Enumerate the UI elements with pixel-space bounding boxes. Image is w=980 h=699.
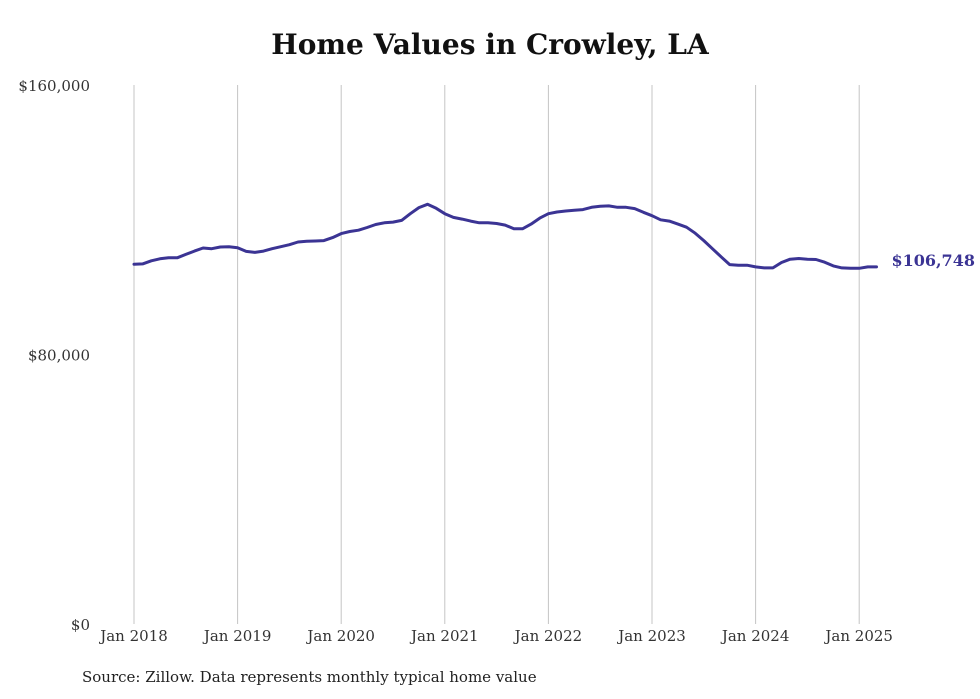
end-value-label: $106,748	[891, 251, 975, 270]
x-tick-label: Jan 2019	[202, 627, 272, 645]
y-axis-ticks: $0 $80,000 $160,000	[18, 77, 90, 634]
y-tick-label: $160,000	[18, 77, 90, 95]
x-tick-label: Jan 2022	[513, 627, 583, 645]
x-tick-label: Jan 2021	[409, 627, 479, 645]
x-tick-label: Jan 2020	[305, 627, 375, 645]
y-tick-label: $0	[71, 616, 90, 634]
y-tick-label: $80,000	[28, 347, 90, 365]
x-tick-label: Jan 2024	[720, 627, 790, 645]
series-line	[132, 202, 878, 270]
chart-title: Home Values in Crowley, LA	[271, 28, 709, 61]
x-axis-ticks: Jan 2018 Jan 2019 Jan 2020 Jan 2021 Jan 2022…	[98, 627, 893, 645]
grid-lines	[133, 85, 860, 624]
source-note: Source: Zillow. Data represents monthly …	[82, 668, 537, 686]
x-tick-label: Jan 2018	[98, 627, 168, 645]
x-tick-label: Jan 2025	[823, 627, 893, 645]
x-tick-label: Jan 2023	[616, 627, 686, 645]
